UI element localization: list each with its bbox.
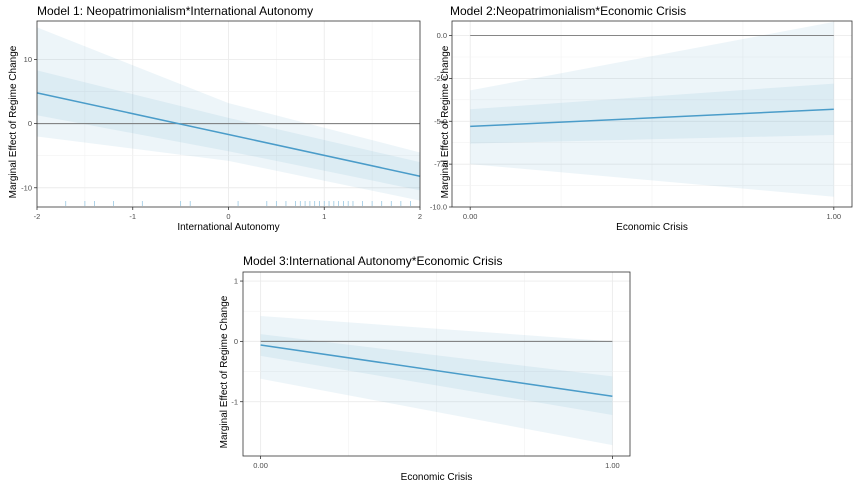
x-axis-label: Economic Crisis [401, 472, 473, 483]
y-axis-label: Marginal Effect of Regime Change [219, 295, 230, 448]
chart-panel-3: 0.00 1.00 1 0 -1 Economic Crisis Marginal Effe… [219, 254, 631, 483]
x-tick-label: 0.00 [253, 461, 268, 470]
y-tick-label: -10.0 [430, 203, 447, 212]
x-tick-label: 1.00 [605, 461, 620, 470]
x-axis-label: Economic Crisis [616, 222, 688, 233]
x-tick-label: 0 [226, 212, 230, 221]
x-tick-label: -2 [34, 212, 41, 221]
y-tick-label: -5.0 [434, 117, 447, 126]
y-tick-label: -7.5 [434, 160, 447, 169]
y-tick-label: -2.5 [434, 74, 447, 83]
y-tick-label: 1 [234, 277, 238, 286]
confidence-band-inner [470, 83, 834, 144]
y-tick-label: 0 [234, 337, 238, 346]
x-tick-label: 0.00 [463, 212, 478, 221]
x-axis-label: International Autonomy [177, 222, 279, 233]
y-tick-label: -1 [231, 397, 238, 406]
y-tick-label: 10 [24, 55, 32, 64]
x-tick-label: 1 [322, 212, 326, 221]
y-tick-label: 0 [28, 119, 32, 128]
y-axis-label: Marginal Effect of Regime Change [440, 45, 451, 198]
marginal-effect-line [36, 92, 421, 177]
confidence-band-outer [470, 21, 834, 197]
x-tick-label: 1.00 [827, 212, 842, 221]
x-tick-label: -1 [129, 212, 136, 221]
x-tick-label: 2 [418, 212, 422, 221]
y-tick-label: 0.0 [437, 31, 447, 40]
confidence-band-outer [260, 316, 613, 446]
confidence-band-outer [37, 27, 420, 201]
plot-border [242, 271, 631, 457]
chart-panel-2: 0.00 1.00 0.0 -2.5 -5.0 -7.5 -10.0 Economic Cri… [430, 4, 853, 233]
chart-title: Model 2:Neopatrimonialism*Economic Crisi… [450, 4, 686, 18]
plot-border [451, 20, 853, 208]
y-tick-label: -10 [21, 183, 32, 192]
marginal-effect-line [470, 108, 834, 128]
chart-title: Model 3:International Autonomy*Economic … [243, 254, 502, 268]
marginal-effect-line [260, 344, 613, 398]
confidence-band-inner [260, 334, 613, 415]
chart-title: Model 1: Neopatrimonialism*International… [37, 4, 313, 18]
confidence-band-inner [37, 70, 420, 191]
y-axis-label: Marginal Effect of Regime Change [8, 45, 19, 198]
